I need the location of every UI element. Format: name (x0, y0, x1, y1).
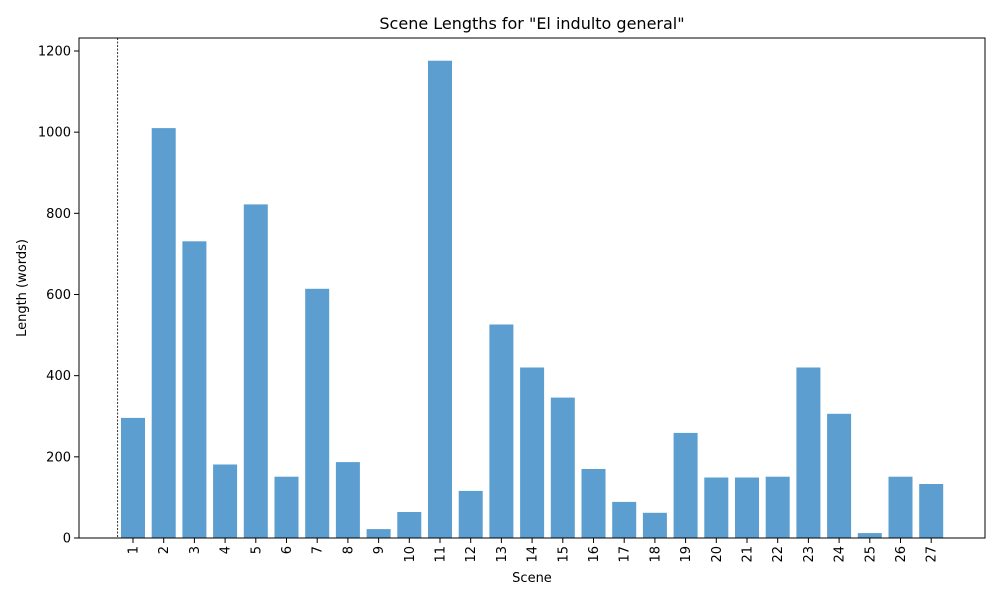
y-tick-label: 1000 (38, 126, 71, 141)
bars-group (121, 60, 944, 539)
x-tick-label: 10 (403, 546, 418, 563)
x-tick-label: 7 (311, 546, 326, 554)
bar-scene-20 (704, 477, 729, 538)
bar-scene-4 (213, 464, 238, 538)
x-tick-label: 19 (679, 546, 694, 563)
bar-scene-17 (612, 501, 637, 538)
y-tick-label: 200 (46, 450, 71, 465)
bar-scene-7 (305, 288, 330, 538)
bar-scene-12 (458, 490, 483, 538)
x-tick-label: 2 (157, 546, 172, 554)
bar-scene-16 (581, 469, 606, 538)
bar-scene-8 (335, 462, 360, 538)
x-tick-label: 9 (372, 546, 387, 554)
bar-scene-11 (428, 60, 452, 538)
x-tick-label: 5 (249, 546, 264, 554)
x-tick-label: 22 (771, 546, 786, 563)
x-tick-label: 8 (341, 546, 356, 554)
x-tick-label: 14 (526, 546, 541, 563)
x-tick-label: 12 (464, 546, 479, 563)
bar-scene-19 (673, 432, 698, 538)
y-axis: 0 200 400 600 800 1000 1200 (38, 44, 79, 547)
bar-scene-25 (857, 533, 882, 538)
x-tick-label: 21 (741, 546, 756, 563)
bar-scene-13 (489, 324, 514, 538)
y-tick-label: 0 (63, 532, 71, 547)
bar-scene-22 (765, 476, 790, 538)
bar-scene-6 (274, 476, 299, 538)
x-axis: 1 2 3 4 5 6 7 8 9 10 11 12 13 14 15 16 17 18 19 20 21 22 23 24 2… (127, 538, 940, 563)
x-tick-label: 18 (648, 546, 663, 563)
bar-scene-1 (121, 417, 145, 538)
bar-scene-21 (735, 477, 759, 538)
x-tick-label: 20 (710, 546, 725, 563)
bar-scene-18 (642, 512, 667, 538)
bar-scene-14 (520, 367, 545, 538)
y-axis-label: Length (words) (15, 239, 30, 337)
x-tick-label: 15 (556, 546, 571, 563)
bar-scene-26 (888, 476, 913, 538)
x-tick-label: 11 (434, 546, 449, 563)
x-tick-label: 26 (894, 546, 909, 563)
x-tick-label: 16 (587, 546, 602, 563)
x-tick-label: 17 (618, 546, 633, 563)
x-tick-label: 25 (863, 546, 878, 563)
bar-scene-3 (182, 241, 207, 539)
y-tick-label: 800 (46, 207, 71, 222)
bar-scene-23 (796, 367, 821, 538)
bar-scene-27 (919, 484, 944, 538)
x-tick-label: 4 (219, 546, 234, 554)
x-axis-label: Scene (512, 571, 552, 586)
bar-scene-24 (827, 413, 852, 538)
x-tick-label: 3 (188, 546, 203, 554)
x-tick-label: 13 (495, 546, 510, 563)
bar-scene-2 (151, 128, 176, 538)
chart-title: Scene Lengths for "El indulto general" (379, 14, 684, 33)
bar-scene-9 (366, 529, 391, 538)
y-tick-label: 600 (46, 288, 71, 303)
x-tick-label: 6 (280, 546, 295, 554)
bar-scene-15 (550, 397, 575, 538)
x-tick-label: 27 (925, 546, 940, 563)
bar-scene-5 (243, 204, 268, 538)
x-tick-label: 1 (127, 546, 142, 554)
y-tick-label: 400 (46, 369, 71, 384)
y-tick-label: 1200 (38, 44, 71, 59)
x-tick-label: 23 (802, 546, 817, 563)
x-tick-label: 24 (833, 546, 848, 563)
bar-scene-10 (397, 512, 422, 538)
